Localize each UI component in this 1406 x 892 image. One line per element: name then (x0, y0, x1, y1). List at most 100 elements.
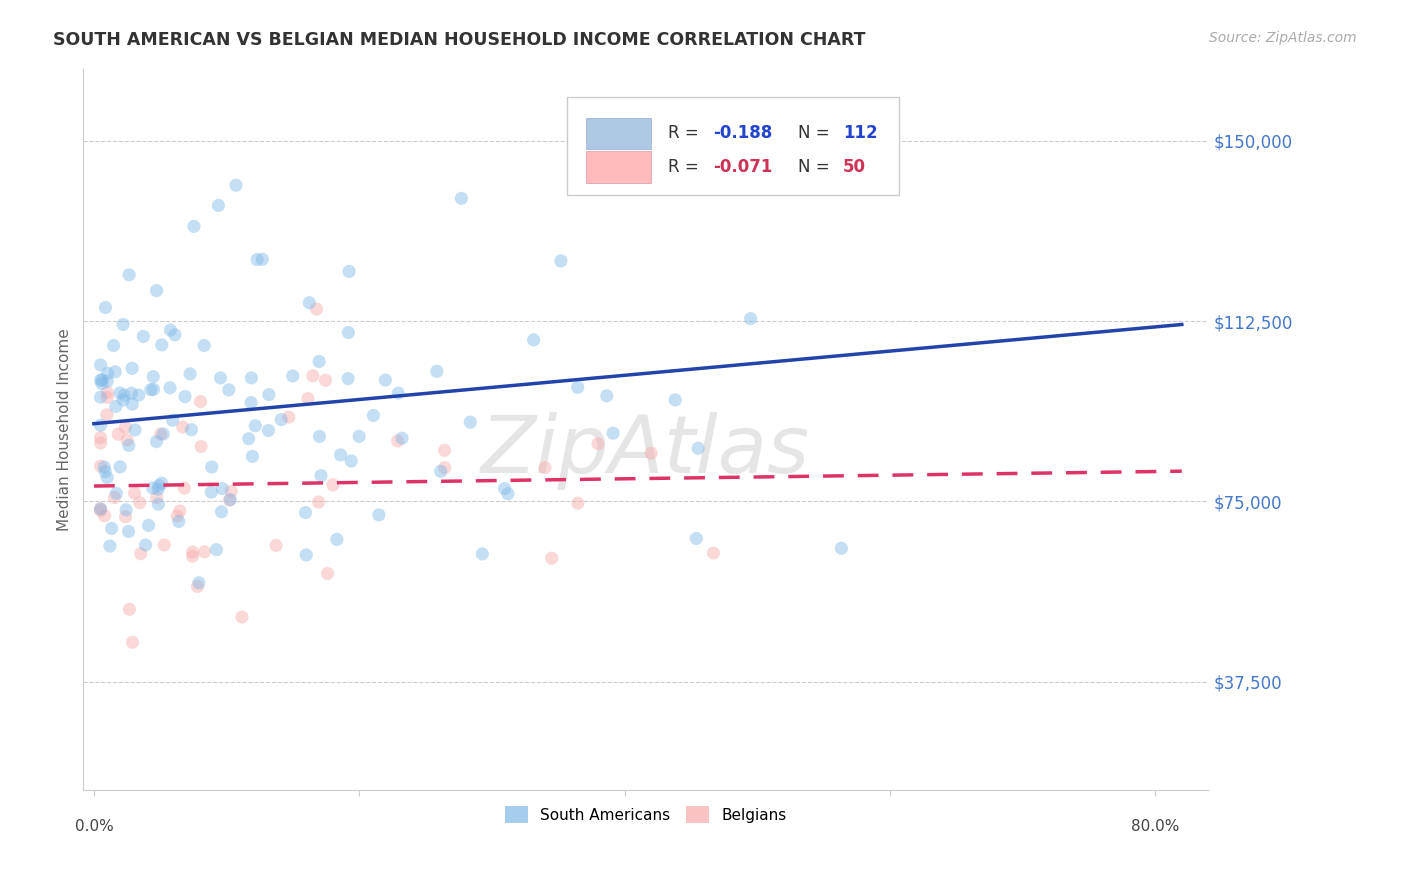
Point (167, 515, 190, 529)
Point (387, 434, 409, 448)
Point (115, 503, 138, 517)
Point (145, 434, 167, 449)
Point (150, 476, 173, 491)
Point (90, 376, 112, 391)
Point (433, 460, 456, 475)
Point (688, 442, 710, 456)
Point (494, 482, 516, 496)
Point (153, 538, 176, 552)
Point (308, 354, 330, 368)
Text: ZipAtlas: ZipAtlas (481, 412, 810, 490)
Point (297, 392, 319, 406)
Point (193, 338, 215, 352)
Point (201, 460, 224, 475)
Point (100, 521, 122, 535)
Point (118, 602, 141, 616)
Point (148, 478, 170, 492)
Point (117, 524, 139, 539)
Text: 80.0%: 80.0% (1130, 819, 1180, 834)
Point (337, 264, 360, 278)
Point (90, 459, 112, 474)
Point (105, 486, 128, 500)
Text: -0.071: -0.071 (713, 159, 773, 177)
Point (97, 367, 120, 381)
Point (142, 369, 165, 384)
Point (391, 431, 413, 445)
Point (96, 390, 118, 404)
Point (246, 252, 269, 267)
Point (190, 394, 212, 409)
Point (90, 503, 112, 517)
Point (98, 539, 121, 553)
Text: 50: 50 (842, 159, 866, 177)
Point (315, 373, 337, 387)
Point (225, 178, 247, 193)
Point (264, 539, 287, 553)
Point (132, 329, 155, 343)
Point (135, 538, 157, 552)
Point (186, 579, 208, 593)
Point (322, 478, 344, 492)
Point (145, 284, 167, 298)
Text: N =: N = (797, 159, 835, 177)
Point (640, 446, 662, 460)
Point (121, 361, 143, 376)
Point (90, 358, 112, 372)
Point (115, 433, 138, 447)
Point (159, 381, 181, 395)
Point (207, 198, 229, 212)
Point (94, 465, 117, 479)
Point (240, 371, 263, 385)
Point (602, 426, 624, 441)
Point (211, 505, 233, 519)
Point (664, 392, 686, 407)
Point (238, 432, 260, 446)
Point (190, 440, 212, 454)
Point (240, 395, 263, 409)
Y-axis label: Median Household Income: Median Household Income (58, 328, 72, 531)
Point (326, 533, 349, 547)
FancyBboxPatch shape (586, 118, 651, 149)
Text: 112: 112 (842, 125, 877, 143)
Point (142, 383, 165, 397)
Point (387, 386, 409, 401)
Point (94, 301, 117, 315)
Point (91, 373, 114, 387)
Point (90, 373, 112, 387)
Point (181, 545, 204, 559)
Point (124, 486, 146, 500)
Point (294, 506, 316, 520)
Point (305, 301, 328, 316)
Point (367, 508, 389, 522)
Text: Source: ZipAtlas.com: Source: ZipAtlas.com (1209, 31, 1357, 45)
Point (90, 431, 112, 445)
Legend: South Americans, Belgians: South Americans, Belgians (499, 800, 793, 830)
Text: N =: N = (797, 125, 835, 143)
Point (209, 371, 232, 385)
Point (124, 423, 146, 437)
Point (830, 541, 852, 556)
Point (277, 410, 299, 425)
Point (211, 482, 233, 496)
Point (219, 492, 242, 507)
Point (218, 383, 240, 397)
FancyBboxPatch shape (586, 152, 651, 183)
Point (298, 295, 321, 310)
Point (90, 418, 112, 433)
Point (180, 423, 202, 437)
Point (242, 450, 264, 464)
Point (118, 438, 141, 452)
Point (709, 128, 731, 143)
Point (138, 518, 160, 533)
Point (430, 464, 453, 478)
Point (193, 545, 215, 559)
Text: 0.0%: 0.0% (75, 819, 114, 834)
FancyBboxPatch shape (567, 97, 898, 194)
Point (179, 367, 201, 381)
Point (219, 484, 242, 499)
Point (363, 409, 385, 423)
Point (128, 495, 150, 509)
Point (337, 372, 360, 386)
Point (129, 547, 152, 561)
Point (534, 460, 557, 475)
